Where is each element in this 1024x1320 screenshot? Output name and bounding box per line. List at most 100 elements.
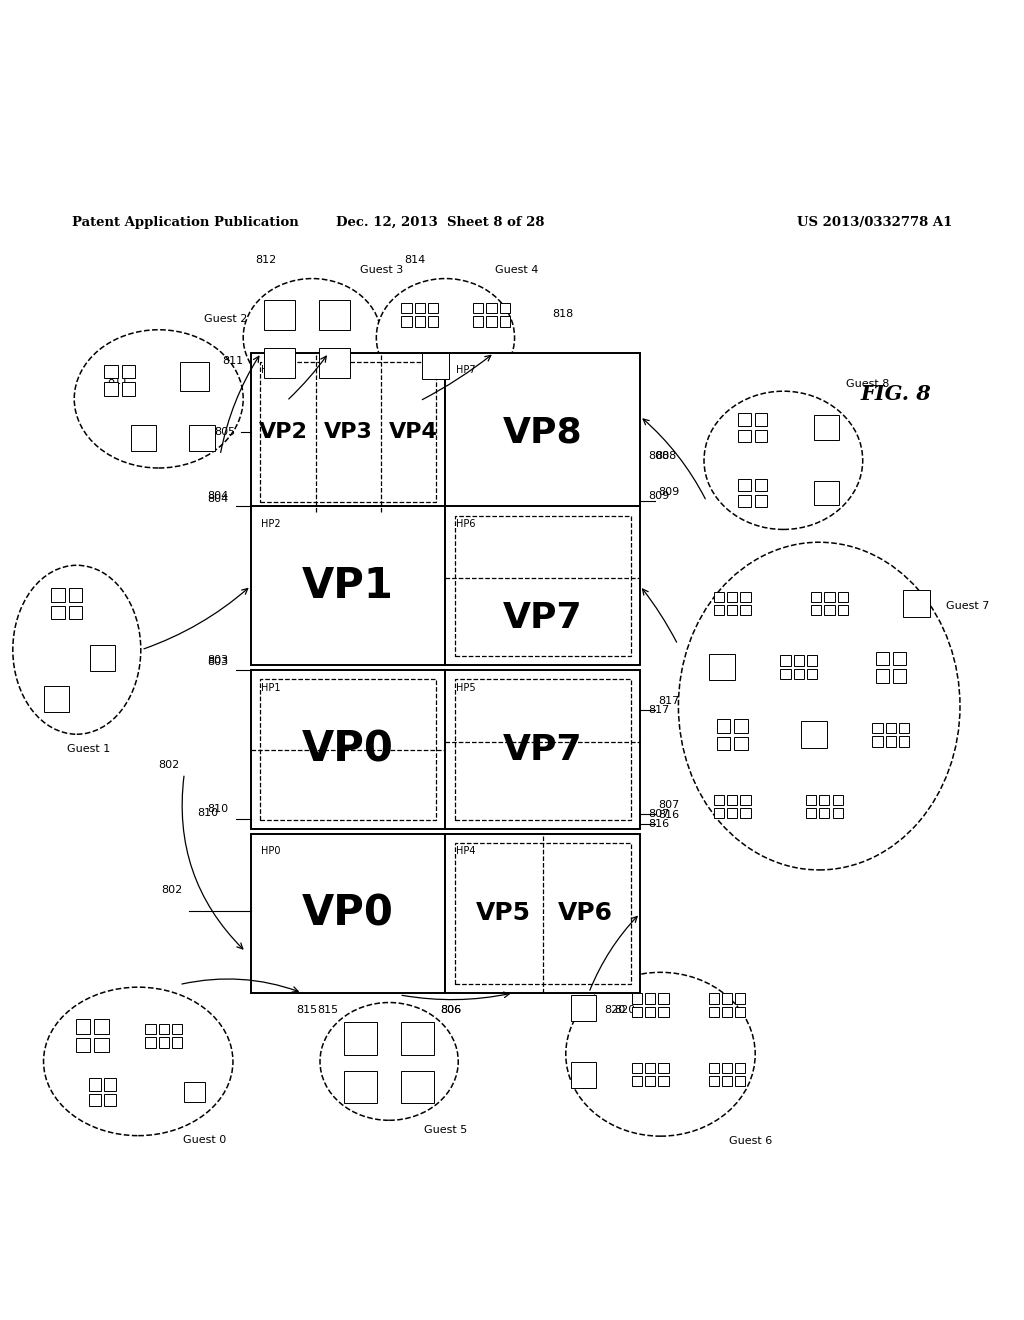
Bar (709, 1007, 719, 1016)
Bar (89, 1078, 100, 1090)
Bar (735, 1076, 745, 1086)
Text: 805: 805 (214, 428, 236, 437)
Text: Guest 5: Guest 5 (424, 1125, 467, 1135)
Text: Patent Application Publication: Patent Application Publication (72, 216, 298, 230)
Bar (727, 591, 737, 602)
Bar (455, 680, 631, 820)
Bar (445, 834, 640, 993)
Text: VP8: VP8 (503, 416, 583, 449)
Bar (180, 362, 209, 391)
Text: 810: 810 (207, 804, 228, 813)
Bar (260, 362, 436, 503)
Bar (735, 994, 745, 1003)
Text: 808: 808 (655, 451, 677, 461)
Bar (645, 1063, 655, 1073)
Text: 808: 808 (648, 451, 670, 461)
Bar (264, 347, 295, 379)
Bar (722, 994, 732, 1003)
Bar (43, 686, 70, 711)
Text: 817: 817 (658, 696, 680, 706)
Bar (717, 737, 730, 750)
Bar (903, 590, 930, 616)
Bar (159, 1038, 169, 1048)
Bar (76, 1019, 90, 1034)
Bar (735, 1007, 745, 1016)
Bar (722, 1076, 732, 1086)
Bar (899, 737, 909, 747)
Text: 806: 806 (440, 1006, 461, 1015)
Text: 812: 812 (256, 255, 276, 265)
Text: VP2: VP2 (259, 422, 308, 442)
Ellipse shape (74, 330, 244, 469)
Bar (807, 669, 817, 678)
Text: 811: 811 (222, 355, 243, 366)
Bar (722, 1007, 732, 1016)
Text: HP1: HP1 (261, 682, 281, 693)
Bar (814, 416, 839, 440)
Bar (886, 723, 896, 733)
Bar (876, 669, 889, 682)
Bar (104, 366, 118, 379)
Bar (131, 425, 156, 450)
Bar (714, 591, 724, 602)
Bar (811, 591, 821, 602)
Bar (709, 1063, 719, 1073)
Bar (872, 723, 883, 733)
Bar (755, 413, 767, 425)
Bar (473, 317, 483, 326)
Text: HP2: HP2 (261, 519, 281, 529)
Bar (172, 1038, 182, 1048)
Bar (500, 317, 510, 326)
Bar (755, 479, 767, 491)
Text: HP0: HP0 (261, 846, 281, 857)
Bar (886, 737, 896, 747)
Bar (734, 737, 748, 750)
Text: HP3: HP3 (261, 366, 281, 375)
Text: 815: 815 (317, 1006, 338, 1015)
Bar (401, 1023, 434, 1055)
Bar (645, 1007, 655, 1016)
Bar (486, 317, 497, 326)
Bar (571, 1061, 597, 1088)
Bar (806, 808, 816, 818)
Text: VP7: VP7 (503, 601, 583, 635)
Bar (473, 304, 483, 313)
Text: HP6: HP6 (456, 519, 475, 529)
Bar (740, 591, 751, 602)
Text: VP3: VP3 (324, 422, 373, 442)
Text: 820: 820 (604, 1006, 625, 1015)
Bar (251, 507, 445, 665)
Bar (819, 795, 829, 805)
Text: Guest 2: Guest 2 (204, 314, 247, 325)
Text: 803: 803 (207, 655, 228, 665)
Bar (738, 413, 751, 425)
Bar (709, 1076, 719, 1086)
Bar (893, 652, 906, 665)
Text: 820: 820 (614, 1006, 635, 1015)
Bar (251, 671, 445, 829)
Bar (658, 1076, 669, 1086)
Bar (714, 808, 724, 818)
Bar (727, 795, 737, 805)
Text: 815: 815 (297, 1006, 317, 1015)
Bar (422, 352, 449, 379)
Bar (645, 994, 655, 1003)
Bar (415, 304, 425, 313)
Bar (658, 994, 669, 1003)
Ellipse shape (705, 391, 862, 529)
Bar (755, 495, 767, 507)
Ellipse shape (377, 279, 514, 396)
Text: Guest 3: Guest 3 (360, 265, 403, 275)
Text: 809: 809 (648, 491, 670, 502)
Text: 806: 806 (440, 1006, 461, 1015)
Bar (188, 425, 215, 450)
Text: 807: 807 (648, 809, 670, 818)
Text: VP0: VP0 (302, 892, 394, 935)
Bar (122, 366, 135, 379)
Text: Dec. 12, 2013  Sheet 8 of 28: Dec. 12, 2013 Sheet 8 of 28 (336, 216, 545, 230)
Bar (172, 1024, 182, 1035)
Bar (794, 669, 804, 678)
Text: 816: 816 (648, 818, 670, 829)
Bar (319, 347, 350, 379)
Bar (824, 591, 835, 602)
